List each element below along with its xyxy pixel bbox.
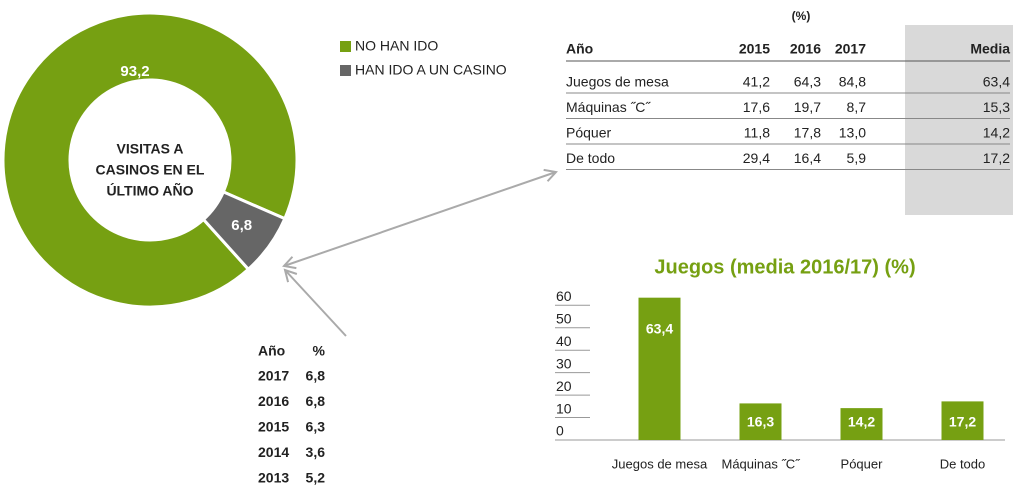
donut-value-label: 6,8 [231,217,252,234]
donut-slice [1,11,299,309]
x-tick-label: Juegos de mesa [612,456,708,471]
donut-center-label: CASINOS EN EL [96,162,205,178]
table-header: 2017 [835,41,866,57]
donut-slice [201,189,287,272]
table-header: % [313,343,326,359]
y-tick-label: 10 [556,400,572,416]
legend-swatch [340,41,351,52]
table-cell: 17,8 [794,125,821,141]
table-cell: 17,2 [983,150,1010,166]
table-header: Media [970,41,1010,57]
bar-value-label: 14,2 [848,414,875,430]
table-header: 2015 [739,41,770,57]
bar [739,403,782,440]
table-cell: 11,8 [744,125,770,141]
table-cell: 6,3 [306,419,326,435]
table-cell: Póquer [566,125,611,141]
arrow [284,172,556,266]
legend-swatch [340,65,351,76]
y-tick-label: 0 [556,423,564,439]
donut-center-label: VISITAS A [117,141,184,157]
table-cell: 84,8 [839,74,866,90]
table-cell: 41,2 [743,74,770,90]
table-cell: 17,6 [743,99,770,115]
table-cell: 63,4 [983,74,1010,90]
bar-value-label: 63,4 [646,320,673,336]
y-tick-label: 50 [556,310,572,326]
table-cell: 19,7 [794,99,821,115]
table-cell: 29,4 [743,150,770,166]
table-cell: 6,8 [306,393,326,409]
table-cell: Juegos de mesa [566,74,669,90]
y-tick-label: 60 [556,288,572,304]
table-cell: De todo [566,150,615,166]
y-tick-label: 20 [556,378,572,394]
table-cell: 3,6 [306,444,326,460]
arrow [285,270,347,337]
table-cell: Máquinas ˝C˝ [566,99,651,115]
table-cell: 2014 [258,444,289,460]
y-tick-label: 40 [556,333,572,349]
table-cell: 2017 [258,368,289,384]
bar [638,297,681,440]
x-tick-label: Máquinas ˝C˝ [721,456,801,471]
table-cell: 15,3 [983,99,1010,115]
y-tick-label: 30 [556,355,572,371]
table-header: 2016 [790,41,821,57]
legend-label: NO HAN IDO [355,38,438,54]
table-cell: 2015 [258,419,289,435]
bar [941,401,984,440]
table-header: Año [258,343,285,359]
table-cell: 2016 [258,393,289,409]
table-cell: 13,0 [839,125,866,141]
x-tick-label: Póquer [841,456,884,471]
content: 93,2 NO HAN IDO 6,8 HAN IDO A UN CASINO VISI… [1,9,1010,486]
x-tick-label: De todo [940,456,986,471]
table-cell: 64,3 [794,74,821,90]
table-cell: 6,8 [306,368,326,384]
bar-chart-title: Juegos (media 2016/17) (%) [654,256,915,278]
bar-value-label: 17,2 [949,414,976,430]
table-cell: 5,2 [306,470,326,486]
bar [840,408,883,440]
media-column-bg [905,25,1013,215]
table-cell: 2013 [258,470,289,486]
legend-label: HAN IDO A UN CASINO [355,62,507,78]
table-cell: 14,2 [983,125,1010,141]
table-cell: 8,7 [847,99,867,115]
table-title: (%) [792,9,811,23]
table-header: Año [566,41,593,57]
bar-value-label: 16,3 [747,414,774,430]
donut-center-label: ÚLTIMO AÑO [106,182,193,199]
table-cell: 5,9 [847,150,867,166]
table-cell: 16,4 [794,150,821,166]
donut-value-label: 93,2 [120,63,149,80]
